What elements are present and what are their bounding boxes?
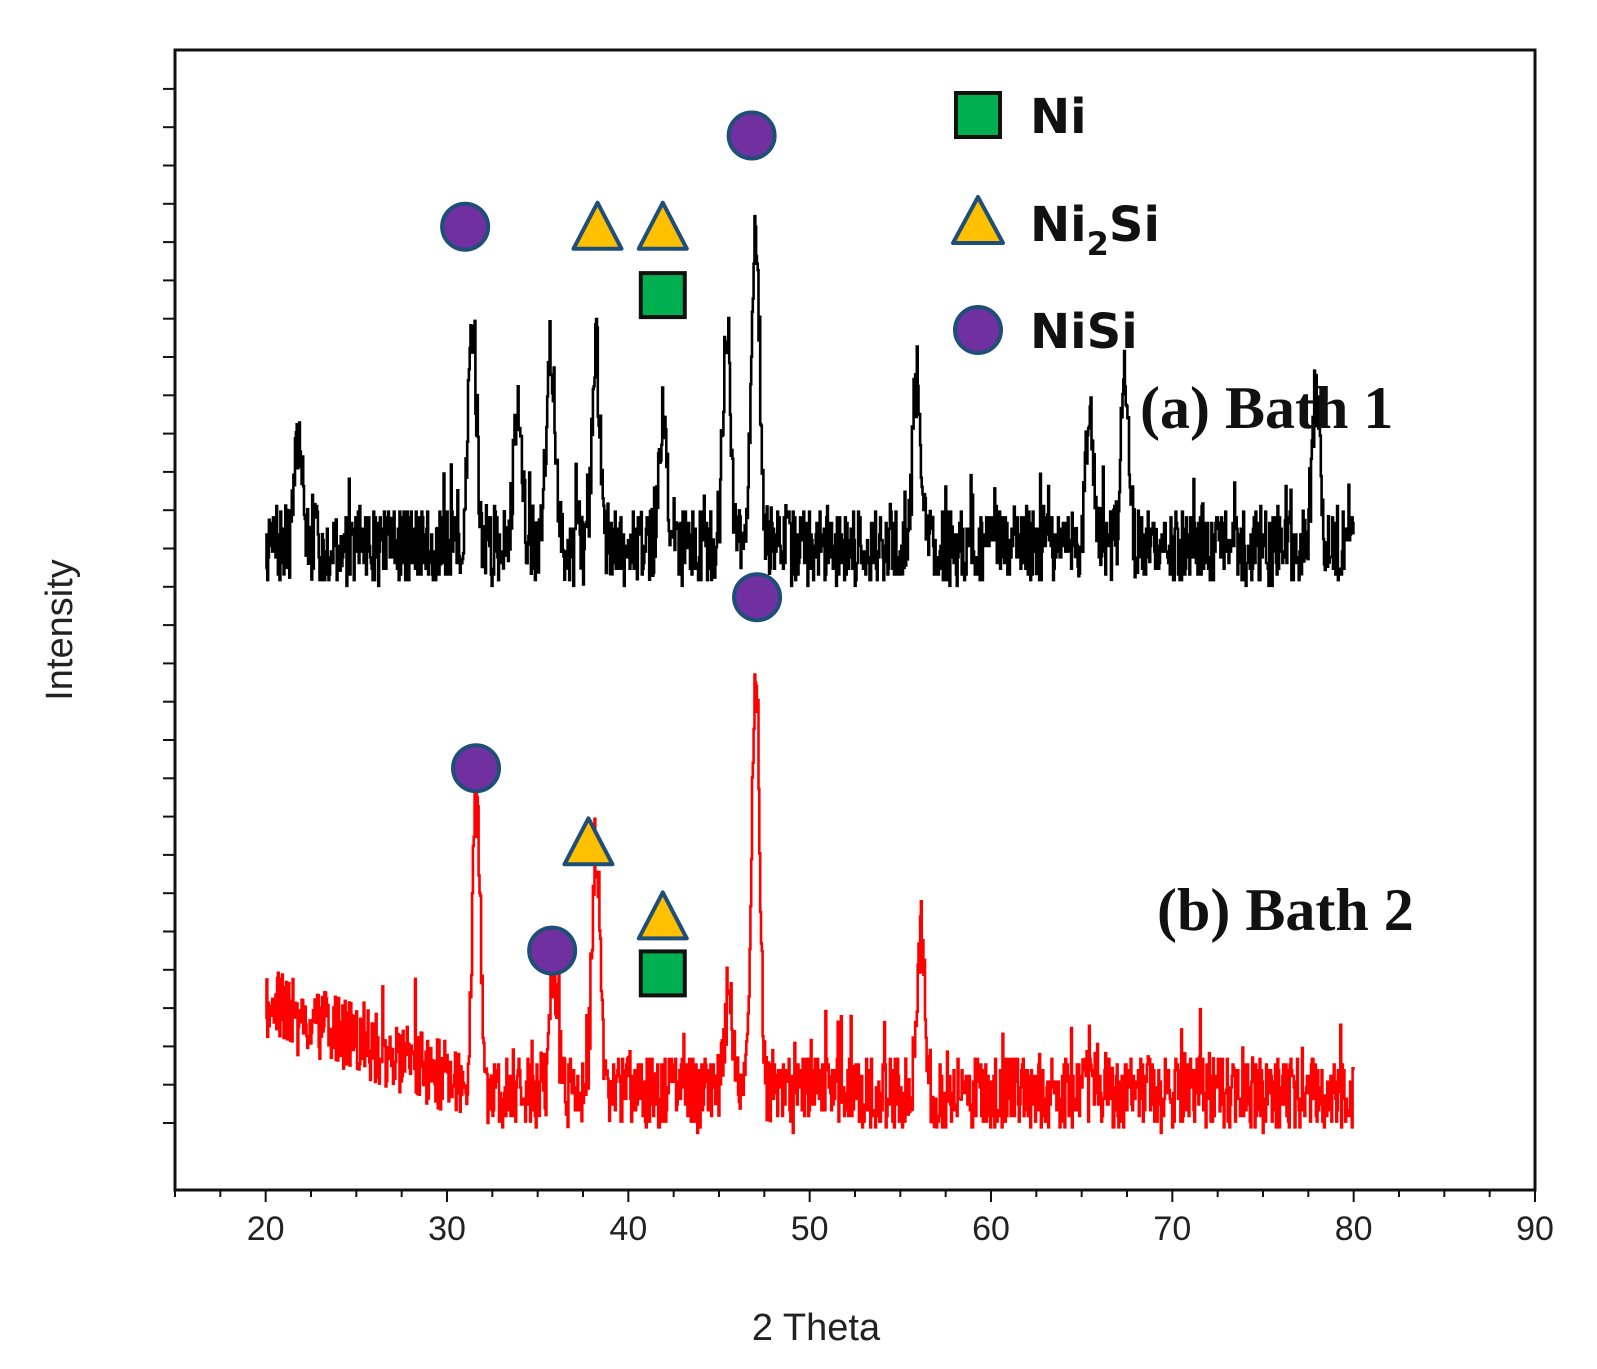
series-line-bath-1 — [265, 214, 1355, 588]
series-label-bath-1: (a) Bath 1 — [1140, 375, 1393, 441]
phase-marker-nisi — [451, 743, 502, 794]
phase-marker-ni — [638, 949, 687, 998]
phase-marker-nisi — [732, 572, 783, 623]
phase-marker-ni2si — [571, 200, 624, 251]
phase-marker-layer — [440, 110, 783, 998]
x-tick-label: 80 — [1335, 1210, 1373, 1248]
x-tick-label: 70 — [1153, 1210, 1191, 1248]
series-line-bath-2 — [265, 673, 1355, 1135]
phase-marker-nisi — [440, 201, 491, 252]
legend-nisi-label: NiSi — [1030, 304, 1138, 360]
phase-marker-ni — [638, 271, 687, 320]
legend-ni-symbol — [954, 91, 1002, 139]
x-axis-title: 2 Theta — [752, 1307, 881, 1349]
phase-marker-ni2si — [562, 816, 615, 867]
phase-marker-nisi — [726, 110, 777, 161]
x-tick-label: 60 — [972, 1210, 1010, 1248]
x-tick-label: 50 — [791, 1210, 829, 1248]
legend: Ni Ni2Si NiSi — [951, 89, 1160, 360]
legend-ni2si-label: Ni2Si — [1030, 197, 1160, 263]
legend-ni-label: Ni — [1030, 89, 1087, 145]
phase-marker-ni2si — [636, 200, 689, 251]
x-tick-label: 90 — [1516, 1210, 1554, 1248]
x-tick-label: 20 — [247, 1210, 285, 1248]
legend-nisi-symbol — [953, 305, 1003, 355]
x-tick-label: 30 — [428, 1210, 466, 1248]
series-label-bath-2: (b) Bath 2 — [1157, 877, 1414, 943]
phase-marker-nisi — [527, 925, 578, 976]
series-layer — [265, 214, 1355, 1135]
y-axis-ticks — [163, 87, 175, 1124]
y-axis-title: Intensity — [39, 559, 81, 701]
x-axis-tick-labels: 20 30 40 50 60 70 80 90 — [247, 1210, 1554, 1248]
phase-marker-ni2si — [636, 890, 689, 941]
x-axis-ticks — [174, 1190, 1536, 1202]
legend-ni2si-symbol — [951, 195, 1005, 245]
x-tick-label: 40 — [609, 1210, 647, 1248]
